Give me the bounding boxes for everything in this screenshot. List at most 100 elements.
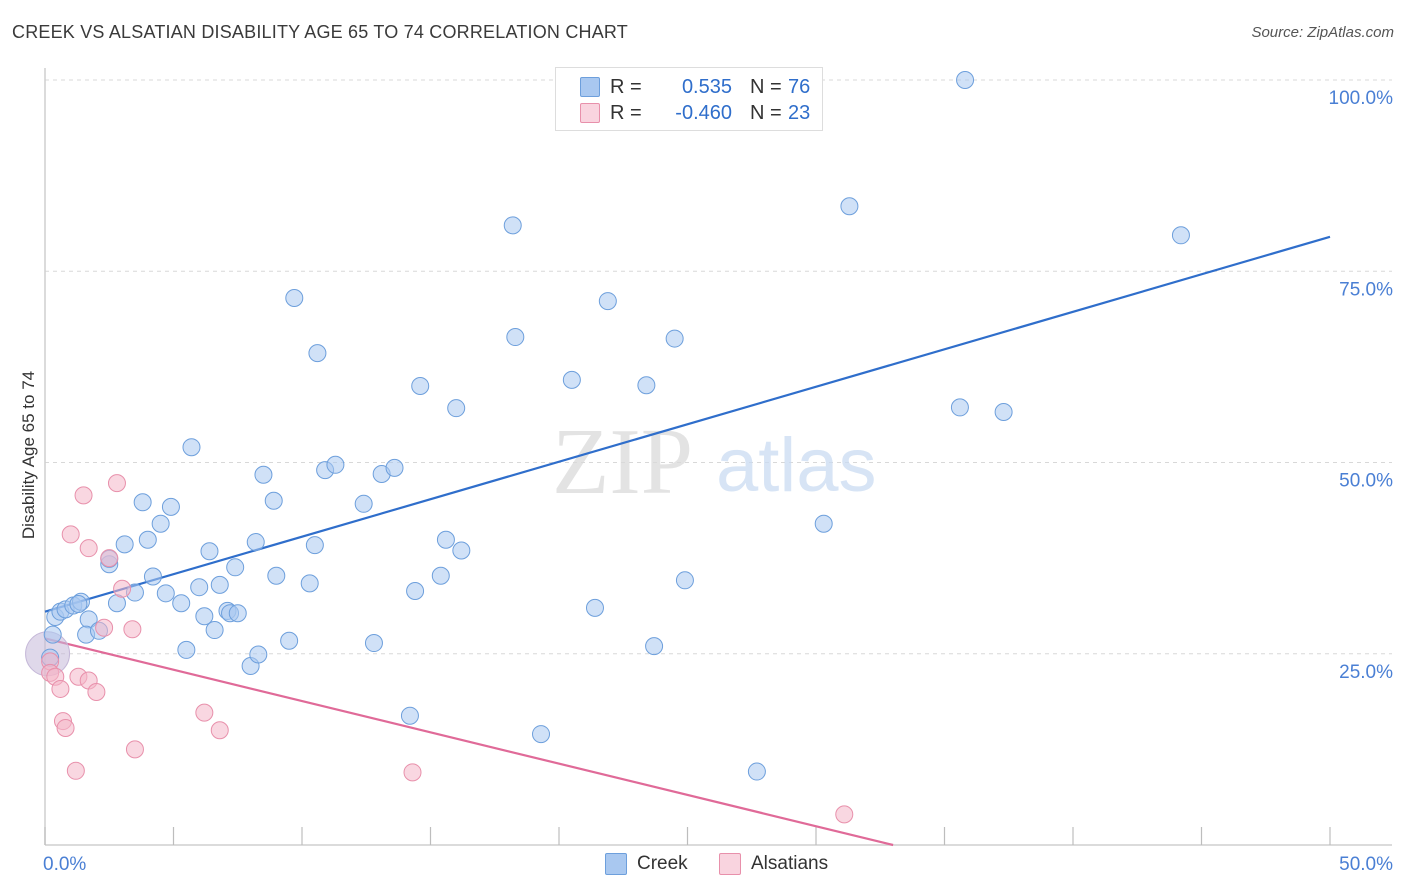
alsatians-point xyxy=(113,579,132,598)
alsatians-trend-line xyxy=(44,637,894,847)
creek-point xyxy=(585,598,604,617)
legend-n-label: N = xyxy=(750,101,782,124)
source-label: Source: ZipAtlas.com xyxy=(1251,24,1394,41)
creek-point xyxy=(156,584,175,603)
y-tick-label: 25.0% xyxy=(1339,662,1393,683)
creek-point xyxy=(747,762,766,781)
legend-r-label: R = xyxy=(610,75,642,98)
creek-point xyxy=(994,403,1013,422)
y-tick-label: 100.0% xyxy=(1329,88,1394,109)
creek-point xyxy=(354,494,373,513)
creek-legend-label: Creek xyxy=(637,853,688,874)
alsatians-point xyxy=(51,679,70,698)
creek-point xyxy=(138,530,157,549)
alsatians-point xyxy=(100,549,119,568)
alsatians-point xyxy=(835,805,854,824)
legend-row-alsatians: R = -0.460 N = 23 xyxy=(580,100,810,126)
legend-n-value: 76 xyxy=(788,75,811,98)
watermark-zip: ZIP xyxy=(552,410,693,514)
data-points xyxy=(25,71,1190,824)
creek-point xyxy=(285,289,304,308)
creek-point xyxy=(226,558,245,577)
x-tick-label: 50.0% xyxy=(1339,854,1393,875)
creek-point xyxy=(161,497,180,516)
alsatians-point xyxy=(107,474,126,493)
creek-point xyxy=(182,438,201,457)
creek-point xyxy=(43,625,62,644)
creek-point xyxy=(562,370,581,389)
creek-point xyxy=(308,344,327,363)
creek-point xyxy=(172,594,191,613)
legend-r-value: 0.535 xyxy=(681,75,732,98)
alsatians-legend-label: Alsatians xyxy=(751,853,829,874)
creek-point xyxy=(205,621,224,640)
tick-labels: 100.0% 75.0% 50.0% 25.0% 0.0% 50.0% xyxy=(43,88,1393,875)
alsatians-point xyxy=(61,525,80,544)
bottom-legend-creek: Creek xyxy=(605,852,688,876)
creek-point xyxy=(950,398,969,417)
creek-point xyxy=(447,399,466,418)
creek-point xyxy=(267,566,286,585)
stats-legend: R = 0.535 N = 76 R = -0.460 N = 23 xyxy=(555,67,823,131)
creek-point xyxy=(532,725,551,744)
creek-point xyxy=(177,640,196,659)
creek-point xyxy=(506,328,525,347)
creek-point xyxy=(364,634,383,653)
creek-point xyxy=(645,637,664,656)
creek-point xyxy=(210,575,229,594)
creek-point xyxy=(956,71,975,89)
legend-r-value: -0.460 xyxy=(675,101,732,124)
creek-point xyxy=(280,631,299,650)
creek-point xyxy=(300,574,319,593)
legend-n-value: 23 xyxy=(788,101,811,124)
creek-point xyxy=(436,530,455,549)
bottom-legend-alsatians: Alsatians xyxy=(719,852,828,876)
alsatians-point xyxy=(403,763,422,782)
creek-point xyxy=(406,582,425,601)
alsatians-point xyxy=(56,718,75,737)
gridlines xyxy=(45,79,1392,655)
creek-point xyxy=(411,377,430,395)
creek-trend-line xyxy=(44,235,1331,613)
creek-point xyxy=(326,455,345,474)
y-tick-label: 50.0% xyxy=(1339,471,1393,492)
creek-point xyxy=(385,458,404,477)
creek-point xyxy=(452,541,471,560)
y-axis-label: Disability Age 65 to 74 xyxy=(19,371,38,539)
trend-lines xyxy=(44,235,1331,847)
watermark-atlas: atlas xyxy=(716,423,877,508)
creek-point xyxy=(115,535,134,554)
creek-point xyxy=(190,578,209,597)
creek-point xyxy=(254,465,273,484)
creek-point xyxy=(305,536,324,555)
x-tick-label: 0.0% xyxy=(43,854,86,875)
creek-point xyxy=(1171,226,1190,245)
creek-point xyxy=(675,571,694,590)
legend-row-creek: R = 0.535 N = 76 xyxy=(580,74,810,100)
creek-point xyxy=(200,542,219,561)
creek-legend-swatch xyxy=(605,853,627,875)
creek-point xyxy=(195,607,214,626)
creek-point xyxy=(637,376,656,395)
creek-point xyxy=(503,216,522,235)
watermark: ZIP atlas xyxy=(552,410,877,514)
creek-point xyxy=(814,514,833,533)
alsatians-point xyxy=(125,740,144,759)
alsatians-point xyxy=(74,486,93,505)
creek-point xyxy=(431,566,450,585)
creek-point xyxy=(665,329,684,348)
legend-n-label: N = xyxy=(750,75,782,98)
creek-point xyxy=(264,491,283,510)
alsatians-point xyxy=(95,618,114,637)
creek-point xyxy=(151,514,170,533)
creek-swatch xyxy=(580,77,600,97)
axes xyxy=(44,68,1392,846)
alsatians-point xyxy=(66,761,85,780)
alsatians-point xyxy=(123,620,142,639)
y-tick-label: 75.0% xyxy=(1339,279,1393,300)
alsatians-legend-swatch xyxy=(719,853,741,875)
creek-point xyxy=(840,197,859,216)
alsatians-swatch xyxy=(580,103,600,123)
alsatians-point xyxy=(195,703,214,722)
creek-point xyxy=(249,645,268,664)
